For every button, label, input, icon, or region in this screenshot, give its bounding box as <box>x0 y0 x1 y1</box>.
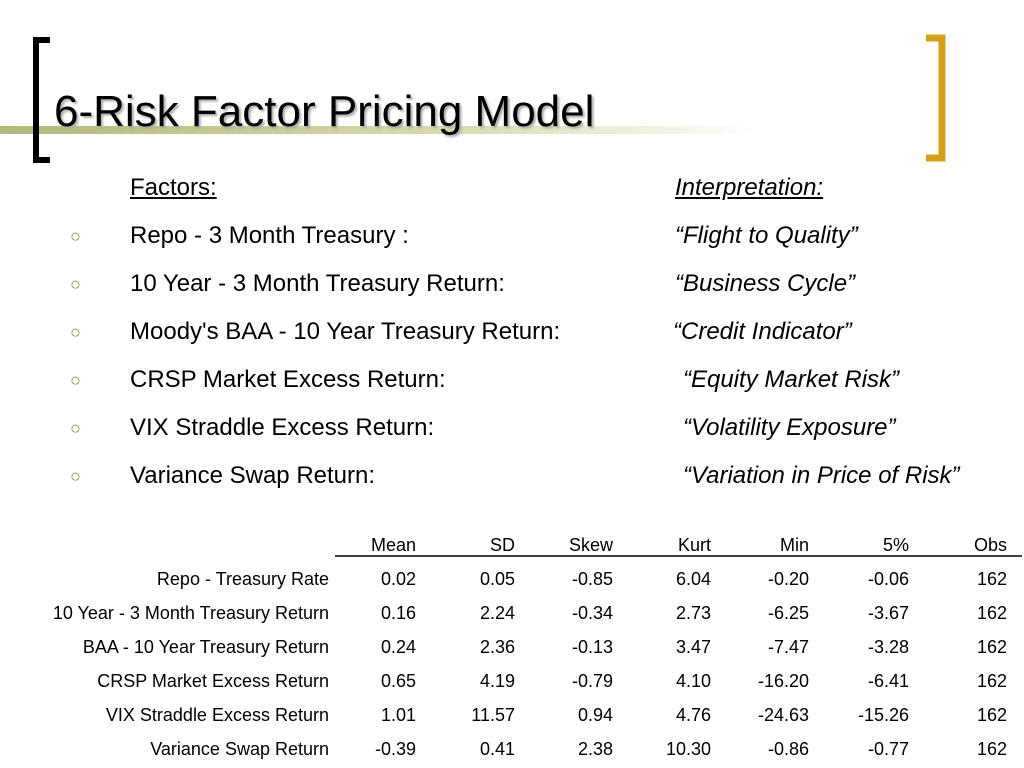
column-header: Kurt <box>677 535 711 555</box>
factor: Repo - 3 Month Treasury : <box>130 222 409 249</box>
cell: 0.05 <box>479 569 515 589</box>
interpretation-heading: Interpretation: <box>675 174 824 201</box>
cell: -0.13 <box>571 637 613 657</box>
bullet: ○ <box>70 466 81 486</box>
factor: 10 Year - 3 Month Treasury Return: <box>130 270 505 297</box>
cell: -0.86 <box>767 739 809 759</box>
factors-heading: Factors: <box>130 174 217 201</box>
row-label: Variance Swap Return <box>150 739 329 759</box>
column-header: Min <box>779 535 809 555</box>
cell: -0.85 <box>571 569 613 589</box>
cell: 2.38 <box>577 739 613 759</box>
factor: Variance Swap Return: <box>130 462 376 489</box>
cell: 4.10 <box>675 671 711 691</box>
cell: 4.76 <box>675 705 711 725</box>
cell: -6.25 <box>767 603 809 623</box>
cell: -0.77 <box>867 739 909 759</box>
title-rule <box>0 126 760 134</box>
cell: 0.16 <box>380 603 416 623</box>
bullet: ○ <box>70 322 81 342</box>
cell: -24.63 <box>757 705 809 725</box>
column-header: Skew <box>568 535 613 555</box>
cell: 162 <box>976 569 1007 589</box>
cell: 0.02 <box>380 569 416 589</box>
cell: 1.01 <box>380 705 416 725</box>
cell: -6.41 <box>867 671 909 691</box>
interpretation: “Business Cycle” <box>675 270 856 297</box>
cell: 6.04 <box>675 569 711 589</box>
row-label: BAA - 10 Year Treasury Return <box>82 637 329 657</box>
factor: VIX Straddle Excess Return: <box>130 414 435 441</box>
cell: 162 <box>976 739 1007 759</box>
cell: 162 <box>976 705 1007 725</box>
title: 6-Risk Factor Pricing Model <box>54 87 595 136</box>
cell: 162 <box>976 603 1007 623</box>
cell: 0.65 <box>380 671 416 691</box>
row-label: CRSP Market Excess Return <box>97 671 329 691</box>
cell: -3.67 <box>867 603 909 623</box>
cell: 162 <box>976 637 1007 657</box>
interpretation: “Variation in Price of Risk” <box>683 462 960 489</box>
bullet: ○ <box>70 418 81 438</box>
bullet: ○ <box>70 274 81 294</box>
cell: -16.20 <box>757 671 809 691</box>
interpretation: “Credit Indicator” <box>673 318 852 345</box>
interpretation: “Volatility Exposure” <box>683 414 896 441</box>
cell: 0.24 <box>380 637 416 657</box>
column-header: Mean <box>370 535 416 555</box>
cell: 10.30 <box>665 739 711 759</box>
factor: Moody's BAA - 10 Year Treasury Return: <box>130 318 561 345</box>
interpretation: “Equity Market Risk” <box>683 366 900 393</box>
right-bracket <box>926 34 946 162</box>
bullet: ○ <box>70 370 81 390</box>
cell: -3.28 <box>867 637 909 657</box>
cell: 3.47 <box>675 637 711 657</box>
column-header: 5% <box>882 535 909 555</box>
cell: -15.26 <box>857 705 909 725</box>
left-bracket <box>33 37 50 163</box>
factor: CRSP Market Excess Return: <box>130 366 446 393</box>
cell: -0.79 <box>571 671 613 691</box>
column-header: Obs <box>973 535 1007 555</box>
column-header: SD <box>489 535 515 555</box>
cell: 0.94 <box>577 705 613 725</box>
cell: 162 <box>976 671 1007 691</box>
cell: 0.41 <box>479 739 515 759</box>
cell: -0.06 <box>867 569 909 589</box>
row-label: 10 Year - 3 Month Treasury Return <box>52 603 329 623</box>
bullet: ○ <box>70 226 81 246</box>
interpretation: “Flight to Quality” <box>675 222 858 249</box>
cell: 2.36 <box>479 637 515 657</box>
cell: -7.47 <box>767 637 809 657</box>
row-label: VIX Straddle Excess Return <box>105 705 329 725</box>
cell: 2.24 <box>479 603 515 623</box>
cell: 11.57 <box>471 705 515 725</box>
row-label: Repo - Treasury Rate <box>156 569 329 589</box>
cell: -0.20 <box>767 569 809 589</box>
cell: -0.34 <box>571 603 613 623</box>
cell: 2.73 <box>675 603 711 623</box>
cell: 4.19 <box>479 671 515 691</box>
cell: -0.39 <box>374 739 416 759</box>
